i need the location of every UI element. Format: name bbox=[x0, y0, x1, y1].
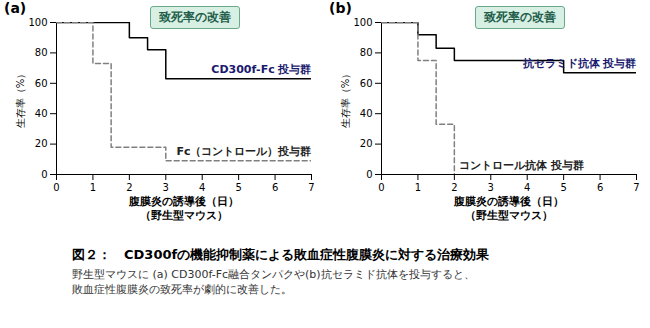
svg-text:0: 0 bbox=[41, 169, 47, 180]
svg-text:80: 80 bbox=[360, 47, 373, 58]
svg-text:2: 2 bbox=[126, 182, 132, 193]
svg-text:0: 0 bbox=[366, 169, 372, 180]
svg-text:100: 100 bbox=[353, 17, 372, 28]
svg-text:腹膜炎の誘導後（日）: 腹膜炎の誘導後（日） bbox=[128, 195, 239, 208]
html-text:図２： CD300fの機能抑制薬による敗血症性腹膜炎に対する: 図２： CD300fの機能抑制薬による敗血症性腹膜炎に対する治療効果 bbox=[72, 247, 490, 262]
svg-text:コントロール抗体 投与群: コントロール抗体 投与群 bbox=[459, 159, 584, 172]
svg-text:Fc（コントロール）投与群: Fc（コントロール）投与群 bbox=[176, 145, 311, 158]
html-text:敗血症性腹膜炎の致死率が劇的に改善した。: 敗血症性腹膜炎の致死率が劇的に改善した。 bbox=[72, 283, 292, 296]
svg-text:（野生型マウス）: （野生型マウス） bbox=[465, 209, 553, 222]
html-text:致死率の改善: 致死率の改善 bbox=[484, 10, 556, 24]
svg-text:生存率（%）: 生存率（%） bbox=[15, 69, 26, 129]
svg-text:100: 100 bbox=[28, 17, 47, 28]
html-text:(a): (a) bbox=[4, 0, 27, 16]
svg-text:1: 1 bbox=[415, 182, 421, 193]
svg-text:5: 5 bbox=[235, 182, 241, 193]
html-text:致死率の改善: 致死率の改善 bbox=[159, 10, 231, 24]
svg-text:2: 2 bbox=[451, 182, 457, 193]
svg-text:6: 6 bbox=[272, 182, 278, 193]
svg-text:20: 20 bbox=[35, 138, 48, 149]
html-text:(b): (b) bbox=[329, 0, 352, 16]
svg-text:0: 0 bbox=[53, 182, 59, 193]
svg-text:60: 60 bbox=[360, 78, 373, 89]
svg-text:抗セラミド抗体 投与群: 抗セラミド抗体 投与群 bbox=[522, 57, 637, 70]
svg-text:4: 4 bbox=[524, 182, 530, 193]
svg-text:6: 6 bbox=[597, 182, 603, 193]
svg-text:20: 20 bbox=[360, 138, 373, 149]
svg-text:60: 60 bbox=[35, 78, 48, 89]
svg-text:5: 5 bbox=[560, 182, 566, 193]
svg-text:80: 80 bbox=[35, 47, 48, 58]
svg-text:4: 4 bbox=[199, 182, 205, 193]
svg-text:3: 3 bbox=[488, 182, 494, 193]
svg-text:3: 3 bbox=[163, 182, 169, 193]
svg-text:40: 40 bbox=[360, 108, 373, 119]
svg-text:腹膜炎の誘導後（日）: 腹膜炎の誘導後（日） bbox=[453, 195, 564, 208]
svg-text:1: 1 bbox=[90, 182, 96, 193]
svg-text:0: 0 bbox=[378, 182, 384, 193]
svg-text:7: 7 bbox=[308, 182, 314, 193]
html-text:野生型マウスに (a) CD300f-Fc融合タンパクや(b: 野生型マウスに (a) CD300f-Fc融合タンパクや(b)抗セラミド抗体を投… bbox=[72, 268, 475, 281]
svg-text:生存率（%）: 生存率（%） bbox=[340, 69, 351, 129]
svg-text:7: 7 bbox=[633, 182, 639, 193]
svg-text:CD300f-Fc 投与群: CD300f-Fc 投与群 bbox=[211, 63, 311, 76]
svg-text:40: 40 bbox=[35, 108, 48, 119]
svg-text:（野生型マウス）: （野生型マウス） bbox=[140, 209, 228, 222]
